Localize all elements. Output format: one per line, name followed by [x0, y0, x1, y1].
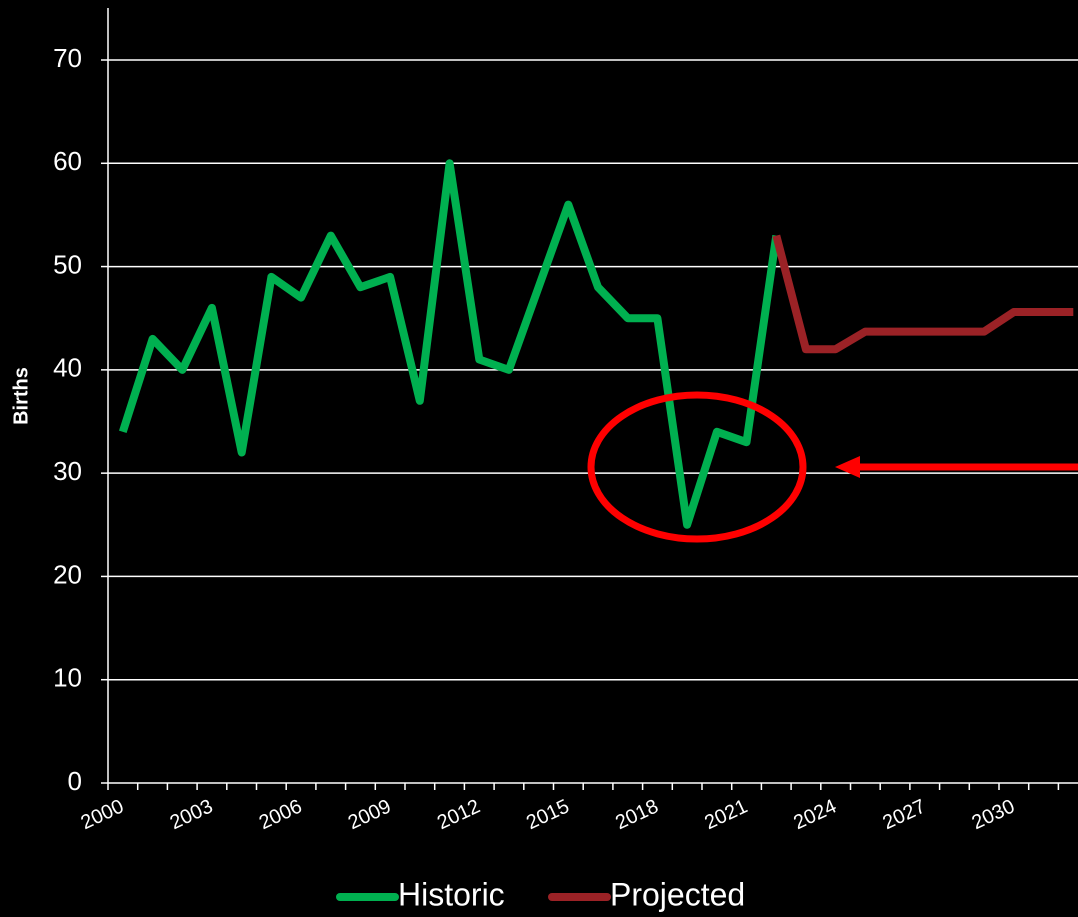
series-line [772, 234, 1074, 354]
x-tick-label: 2018 [612, 795, 662, 834]
series-line [118, 159, 781, 529]
x-tick-label: 2009 [345, 795, 395, 834]
legend-label: Historic [398, 876, 505, 912]
x-tick-label: 2030 [969, 795, 1019, 834]
x-tick-label: 2006 [256, 795, 306, 834]
y-tick-label: 10 [53, 663, 82, 693]
y-tick-label: 60 [53, 146, 82, 176]
y-tick-label: 20 [53, 559, 82, 589]
x-tick-label: 2003 [167, 795, 217, 834]
x-tick-label: 2012 [434, 795, 484, 834]
annotation-circle [587, 391, 807, 543]
y-tick-label: 70 [53, 43, 82, 73]
y-tick-label: 0 [68, 766, 82, 796]
x-tick-label: 2021 [701, 795, 751, 834]
legend-label: Projected [610, 876, 745, 912]
y-tick-label: 40 [53, 353, 82, 383]
y-tick-label: 50 [53, 249, 82, 279]
x-tick-label: 2027 [879, 795, 929, 834]
y-axis-label: Births [10, 367, 32, 425]
x-tick-label: 2015 [523, 795, 573, 834]
x-tick-label: 2024 [790, 795, 840, 834]
annotation-arrowhead [835, 456, 860, 478]
y-tick-label: 30 [53, 456, 82, 486]
x-tick-label: 2000 [78, 795, 128, 834]
